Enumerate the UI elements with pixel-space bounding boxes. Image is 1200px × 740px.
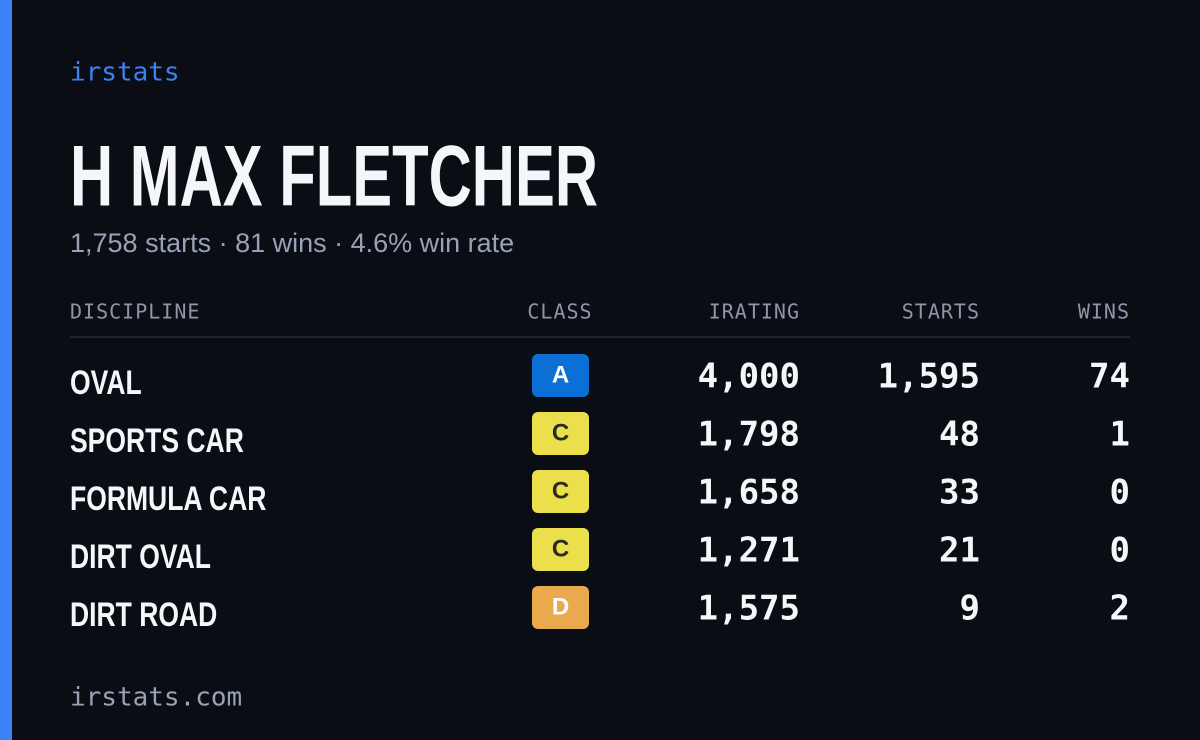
class-label: D [552, 593, 569, 620]
class-badge [532, 412, 589, 455]
column-header: IRATING [709, 300, 800, 324]
discipline: FORMULA CAR [70, 480, 266, 518]
discipline-cell: SPORTS CAR [70, 422, 244, 460]
accent-bar [0, 0, 12, 740]
discipline: OVAL [70, 364, 142, 402]
class-label: C [552, 419, 569, 446]
irating: 1,798 [698, 415, 800, 455]
irating: 1,271 [698, 531, 800, 571]
discipline-cell: FORMULA CAR [70, 480, 266, 518]
subtitle: 1,758 starts · 81 wins · 4.6% win rate [70, 228, 514, 258]
wins: 2 [1110, 589, 1130, 629]
class-badge [532, 528, 589, 571]
column-header: DISCIPLINE [70, 300, 200, 324]
title: H MAX FLETCHER [70, 129, 598, 225]
starts: 1,595 [878, 357, 980, 397]
footer: irstats.com [70, 683, 242, 713]
starts: 21 [939, 531, 980, 571]
table-row: DIRT ROAD D 1,575 9 2 [70, 586, 1130, 634]
irating: 1,575 [698, 589, 800, 629]
wins: 0 [1110, 473, 1130, 513]
table-row: FORMULA CAR C 1,658 33 0 [70, 470, 1130, 518]
wins: 0 [1110, 531, 1130, 571]
discipline: DIRT ROAD [70, 596, 217, 634]
class-label: C [552, 477, 569, 504]
column-header: WINS [1078, 300, 1130, 324]
wins: 1 [1110, 415, 1130, 455]
discipline: SPORTS CAR [70, 422, 244, 460]
irating: 4,000 [698, 357, 800, 397]
class-label: C [552, 535, 569, 562]
table: DISCIPLINE CLASS IRATING STARTS WINS OVAL A 4,0… [70, 300, 1130, 634]
starts: 33 [939, 473, 980, 513]
discipline-cell: DIRT ROAD [70, 596, 217, 634]
class-badge [532, 354, 589, 397]
table-row: OVAL A 4,000 1,595 74 [70, 354, 1130, 402]
brand: irstats [70, 58, 180, 88]
class-badge [532, 470, 589, 513]
discipline: DIRT OVAL [70, 538, 211, 576]
starts: 9 [960, 589, 980, 629]
class-badge [532, 586, 589, 629]
irating: 1,658 [698, 473, 800, 513]
starts: 48 [939, 415, 980, 455]
wins: 74 [1089, 357, 1130, 397]
discipline-cell: DIRT OVAL [70, 538, 211, 576]
discipline-cell: OVAL [70, 364, 142, 402]
column-header: STARTS [902, 300, 980, 324]
table-row: DIRT OVAL C 1,271 21 0 [70, 528, 1130, 576]
table-row: SPORTS CAR C 1,798 48 1 [70, 412, 1130, 460]
column-header: CLASS [527, 300, 592, 324]
class-label: A [552, 361, 569, 388]
